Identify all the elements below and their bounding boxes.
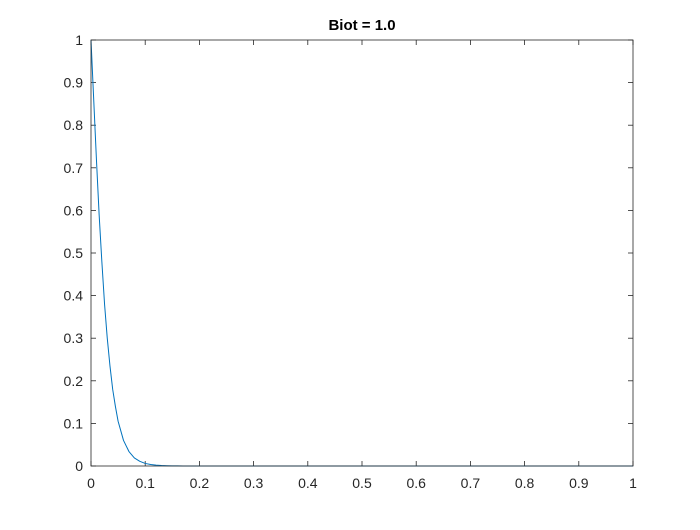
tick-labels-layer: 0 0.1 0.2 0.3 0.4 0.5 0.6 0.7 0.8 0.9 1 0 0.1 0.2 0.3 0…	[64, 32, 638, 491]
x-tick-label: 1	[629, 475, 637, 491]
y-tick-label: 0.1	[64, 415, 84, 431]
y-tick-label: 0.5	[64, 245, 84, 261]
plot-area-background	[91, 40, 633, 466]
x-tick-label: 0.3	[244, 475, 264, 491]
x-tick-label: 0.2	[190, 475, 210, 491]
x-tick-label: 0.9	[569, 475, 589, 491]
x-tick-label: 0.8	[515, 475, 535, 491]
y-tick-label: 0.2	[64, 373, 84, 389]
y-tick-label: 0.7	[64, 160, 84, 176]
x-tick-label: 0.4	[298, 475, 318, 491]
x-tick-label: 0	[87, 475, 95, 491]
y-tick-label: 0.8	[64, 117, 84, 133]
y-tick-label: 0	[75, 458, 83, 474]
x-tick-label: 0.1	[135, 475, 155, 491]
y-tick-label: 0.4	[64, 288, 84, 304]
x-tick-label: 0.7	[461, 475, 481, 491]
x-tick-label: 0.5	[352, 475, 372, 491]
plot-area-frame	[90, 39, 634, 467]
y-tick-label: 1	[75, 32, 83, 48]
x-tick-label: 0.6	[406, 475, 426, 491]
chart-title: Biot = 1.0	[328, 17, 395, 34]
y-tick-label: 0.3	[64, 330, 84, 346]
y-tick-label: 0.9	[64, 75, 84, 91]
y-tick-label: 0.6	[64, 202, 84, 218]
